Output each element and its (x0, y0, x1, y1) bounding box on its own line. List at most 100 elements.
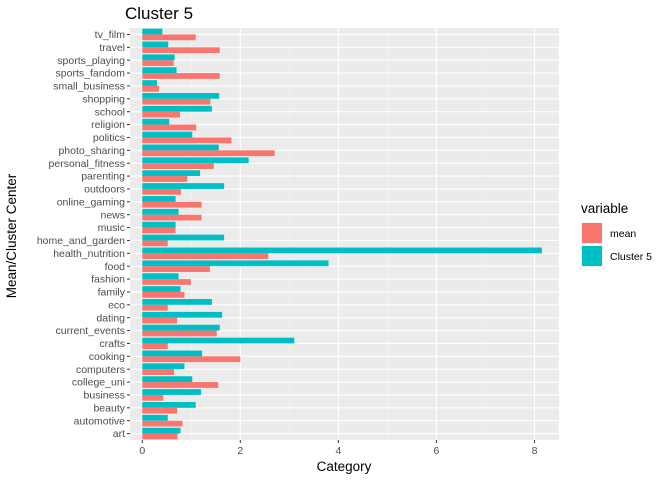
x-tick-label: 8 (532, 445, 538, 457)
y-tick-label: travel (99, 42, 125, 54)
bar-dating-mean (142, 317, 178, 324)
y-tick-label: sports_fandom (56, 68, 126, 80)
bar-music-cluster (142, 221, 176, 228)
bar-politics-mean (142, 137, 232, 144)
bar-current_events-mean (142, 330, 217, 337)
x-tick-label: 2 (237, 445, 243, 457)
bar-personal_fitness-cluster (142, 157, 249, 164)
bar-family-cluster (142, 286, 181, 292)
bar-food-mean (142, 266, 210, 272)
bar-parenting-cluster (142, 170, 201, 177)
y-tick-label: crafts (99, 338, 125, 350)
bar-college_uni-mean (142, 382, 219, 388)
bar-religion-mean (142, 124, 197, 131)
bar-eco-cluster (142, 299, 212, 305)
bar-health_nutrition-mean (142, 253, 269, 260)
bar-sports_playing-cluster (142, 54, 175, 61)
x-tick-label: 4 (335, 445, 341, 457)
y-tick-label: tv_film (95, 29, 126, 41)
bar-food-cluster (142, 260, 329, 267)
bar-art-cluster (142, 427, 181, 434)
x-tick-label: 6 (434, 445, 440, 457)
y-tick-label: sports_playing (57, 55, 125, 67)
x-axis: 0 2 4 6 8 (139, 440, 538, 457)
y-tick-label: outdoors (84, 184, 125, 196)
bar-parenting-mean (142, 176, 188, 182)
y-tick-label: shopping (82, 93, 125, 105)
bar-current_events-cluster (142, 324, 220, 331)
y-tick-label: small_business (53, 81, 125, 93)
bar-photo_sharing-cluster (142, 144, 219, 151)
bar-business-mean (142, 394, 164, 401)
y-tick-label: online_gaming (57, 196, 125, 208)
bar-college_uni-cluster (142, 376, 193, 383)
y-tick-label: dating (96, 312, 125, 324)
y-tick-label: news (100, 209, 125, 221)
y-tick-label: beauty (93, 402, 125, 414)
bar-travel-mean (142, 47, 220, 54)
y-tick-label: business (84, 390, 125, 402)
bar-computers-mean (142, 369, 175, 375)
bar-travel-cluster (142, 41, 169, 48)
bar-school-mean (142, 111, 181, 118)
y-tick-label: parenting (81, 171, 125, 183)
bar-news-mean (142, 214, 202, 221)
y-tick-label: fashion (91, 274, 125, 286)
bar-religion-cluster (142, 118, 170, 125)
bar-outdoors-cluster (142, 183, 225, 189)
bar-online_gaming-cluster (142, 196, 176, 202)
plot-panel (130, 28, 559, 440)
bar-tv_film-cluster (142, 28, 163, 35)
bar-sports_playing-mean (142, 60, 174, 66)
x-axis-title: Category (317, 459, 372, 474)
y-tick-label: health_nutrition (53, 248, 125, 260)
bar-photo_sharing-mean (142, 150, 275, 157)
bar-crafts-cluster (142, 337, 295, 344)
bar-eco-mean (142, 304, 168, 311)
y-tick-label: eco (108, 299, 125, 311)
y-tick-label: current_events (56, 325, 125, 337)
y-tick-label: computers (76, 364, 125, 376)
y-tick-label: politics (93, 132, 125, 144)
gridlines (130, 28, 559, 440)
y-tick-label: personal_fitness (49, 158, 125, 170)
y-tick-label: home_and_garden (37, 235, 125, 247)
y-tick-label: school (95, 106, 125, 118)
bar-fashion-mean (142, 279, 191, 285)
bar-small_business-mean (142, 85, 159, 92)
y-tick-label: automotive (74, 415, 126, 427)
y-tick-label: photo_sharing (58, 145, 125, 157)
legend: variable mean Cluster 5 (581, 201, 652, 267)
bar-fashion-cluster (142, 273, 179, 280)
bar-automotive-cluster (142, 414, 168, 421)
legend-label: mean (610, 228, 636, 240)
y-axis-title: Mean/Cluster Center (4, 173, 19, 298)
bar-cooking-cluster (142, 350, 203, 357)
bar-home_and_garden-cluster (142, 234, 225, 241)
bar-sports_fandom-mean (142, 73, 220, 79)
bar-outdoors-mean (142, 188, 181, 195)
bar-health_nutrition-cluster (142, 247, 542, 254)
x-tick-label: 0 (139, 445, 145, 457)
y-axis: artautomotivebeautybusinesscollege_unico… (37, 29, 130, 440)
bar-personal_fitness-mean (142, 163, 214, 169)
legend-title: variable (581, 201, 628, 216)
bar-crafts-mean (142, 343, 168, 350)
chart-title: Cluster 5 (125, 4, 193, 23)
legend-label: Cluster 5 (610, 251, 652, 263)
y-tick-label: art (113, 428, 125, 440)
bar-automotive-mean (142, 420, 183, 427)
y-tick-label: food (105, 261, 126, 273)
bar-sports_fandom-cluster (142, 67, 177, 74)
y-tick-label: family (98, 287, 126, 299)
bar-music-mean (142, 227, 176, 234)
bar-home_and_garden-mean (142, 240, 168, 247)
y-tick-label: cooking (89, 351, 125, 363)
bars (142, 28, 542, 440)
bar-family-mean (142, 291, 185, 298)
bar-art-mean (142, 433, 178, 440)
bar-business-cluster (142, 389, 202, 395)
bar-school-cluster (142, 105, 212, 112)
y-tick-label: music (98, 222, 125, 234)
